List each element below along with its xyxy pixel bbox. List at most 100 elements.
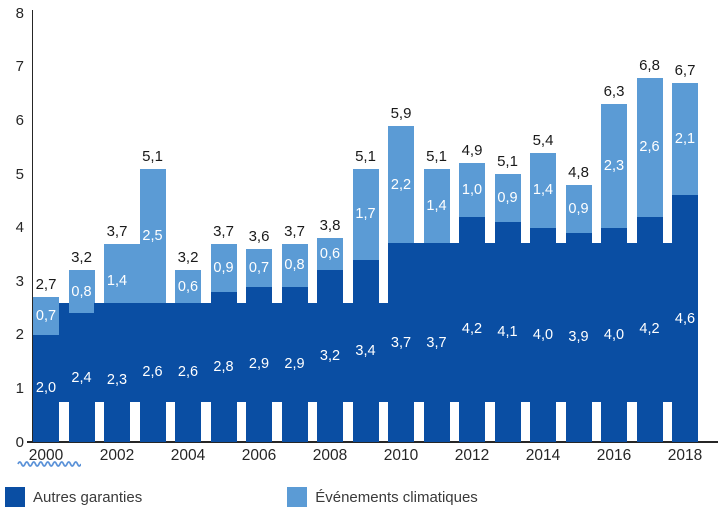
label-dark-2015: 3,9 xyxy=(568,329,589,346)
label-dark-2007: 2,9 xyxy=(284,356,305,373)
label-total-2007: 3,7 xyxy=(284,222,305,240)
legend-item-evenements-climatiques: Événements climatiques xyxy=(287,487,478,507)
label-dark-2010: 3,7 xyxy=(390,334,412,351)
label-light-2000: 0,7 xyxy=(35,308,57,325)
label-light-2008: 0,6 xyxy=(319,246,341,263)
x-tick-label: 2002 xyxy=(99,447,135,464)
label-dark-2006: 2,9 xyxy=(248,356,270,373)
bar-light-2008 xyxy=(317,238,343,271)
label-total-2016: 6,3 xyxy=(603,83,625,101)
label-light-2017: 2,6 xyxy=(639,139,660,156)
y-tick-label: 4 xyxy=(15,219,24,237)
label-dark-2000: 2,0 xyxy=(35,380,57,397)
bar-light-2003 xyxy=(139,168,166,303)
x-tick-label: 2016 xyxy=(596,447,632,464)
label-total-2002: 3,7 xyxy=(106,222,128,240)
label-total-2006: 3,6 xyxy=(248,228,270,246)
label-dark-2008: 3,2 xyxy=(319,348,341,365)
bar-light-2001 xyxy=(68,270,95,314)
label-light-2012: 1,0 xyxy=(461,182,483,199)
label-light-2010: 2,2 xyxy=(390,176,412,193)
label-total-2011: 5,1 xyxy=(426,147,447,165)
label-total-2001: 3,2 xyxy=(71,249,92,267)
bar-dark-2001 xyxy=(68,313,95,442)
label-dark-2009: 3,4 xyxy=(355,342,376,359)
squiggle-underline xyxy=(17,461,81,467)
connector-gap xyxy=(58,302,69,402)
bar-light-2017 xyxy=(636,77,663,217)
label-dark-2018: 4,6 xyxy=(674,310,696,327)
bar-light-2011 xyxy=(423,168,450,244)
label-total-2013: 5,1 xyxy=(497,153,518,170)
bar-light-2018 xyxy=(672,82,698,196)
label-light-2002: 1,4 xyxy=(106,273,128,290)
label-total-2018: 6,7 xyxy=(674,61,696,79)
label-light-2011: 1,4 xyxy=(426,198,447,215)
label-light-2015: 0,9 xyxy=(568,200,589,217)
x-tick-label: 2004 xyxy=(170,447,206,464)
label-total-2008: 3,8 xyxy=(319,217,341,235)
label-total-2017: 6,8 xyxy=(639,56,660,74)
y-tick-label: 2 xyxy=(15,326,24,344)
x-tick-label: 2014 xyxy=(525,447,561,464)
label-dark-2011: 3,7 xyxy=(426,334,447,351)
label-dark-2017: 4,2 xyxy=(639,321,660,338)
x-tick-label: 2010 xyxy=(383,447,419,464)
label-dark-2014: 4,0 xyxy=(532,326,554,343)
label-light-2007: 0,8 xyxy=(284,257,305,274)
label-total-2010: 5,9 xyxy=(390,104,412,122)
label-dark-2001: 2,4 xyxy=(71,369,92,386)
bar-light-2000 xyxy=(33,297,59,335)
label-light-2009: 1,7 xyxy=(355,206,376,223)
x-tick-label: 2000 xyxy=(28,447,64,464)
connector-gap xyxy=(378,302,389,402)
label-total-2005: 3,7 xyxy=(213,222,234,240)
stacked-bar-chart: 0 1 2 3 4 5 6 7 8 2,0 0,7 2,7 2,4 0,8 3,2 2,3 1,4 3,7 2,6 2… xyxy=(15,4,718,464)
label-total-2015: 4,8 xyxy=(568,163,589,181)
label-dark-2005: 2,8 xyxy=(213,358,234,375)
bar-light-2016 xyxy=(601,104,627,228)
legend-swatch-evenements-climatiques xyxy=(287,487,308,507)
bar-light-2015 xyxy=(565,184,592,233)
label-total-2000: 2,7 xyxy=(35,276,57,294)
x-tick-label: 2018 xyxy=(667,447,703,464)
x-tick-label: 2006 xyxy=(241,447,277,464)
legend-label-autres-garanties: Autres garanties xyxy=(33,488,143,506)
bar-dark-2000 xyxy=(33,334,59,442)
bar-light-2006 xyxy=(246,249,272,287)
y-tick-label: 0 xyxy=(15,433,24,451)
label-total-2014: 5,4 xyxy=(532,131,554,149)
y-tick-label: 7 xyxy=(15,58,24,76)
legend-item-autres-garanties: Autres garanties xyxy=(5,487,142,507)
legend-label-evenements-climatiques: Événements climatiques xyxy=(315,488,478,506)
label-dark-2002: 2,3 xyxy=(106,372,128,389)
bar-light-2014 xyxy=(530,152,556,228)
y-tick-label: 8 xyxy=(15,4,24,22)
label-total-2003: 5,1 xyxy=(142,147,163,165)
bar-light-2009 xyxy=(352,168,379,260)
label-light-2005: 0,9 xyxy=(213,259,234,276)
label-light-2001: 0,8 xyxy=(71,283,92,300)
label-dark-2003: 2,6 xyxy=(142,364,163,381)
y-axis-line xyxy=(31,10,34,442)
label-total-2012: 4,9 xyxy=(461,142,483,160)
connector-gap xyxy=(94,302,105,402)
y-tick-label: 3 xyxy=(15,272,24,290)
label-light-2018: 2,1 xyxy=(674,131,696,148)
connector-band-right xyxy=(388,242,698,402)
bar-light-2013 xyxy=(494,174,521,223)
label-total-2004: 3,2 xyxy=(177,249,199,267)
legend-swatch-autres-garanties xyxy=(5,487,25,507)
label-light-2014: 1,4 xyxy=(532,182,554,199)
label-dark-2012: 4,2 xyxy=(461,321,483,338)
label-light-2006: 0,7 xyxy=(248,259,270,276)
chart-legend: Autres garanties Événements climatiques xyxy=(5,487,478,507)
bar-light-2004 xyxy=(175,270,201,303)
connector-light-2002-2003 xyxy=(129,243,140,303)
label-light-2013: 0,9 xyxy=(497,190,518,207)
connector-band-left xyxy=(104,302,379,402)
label-dark-2016: 4,0 xyxy=(603,326,625,343)
y-tick-label: 6 xyxy=(15,111,24,129)
label-light-2004: 0,6 xyxy=(177,278,199,295)
